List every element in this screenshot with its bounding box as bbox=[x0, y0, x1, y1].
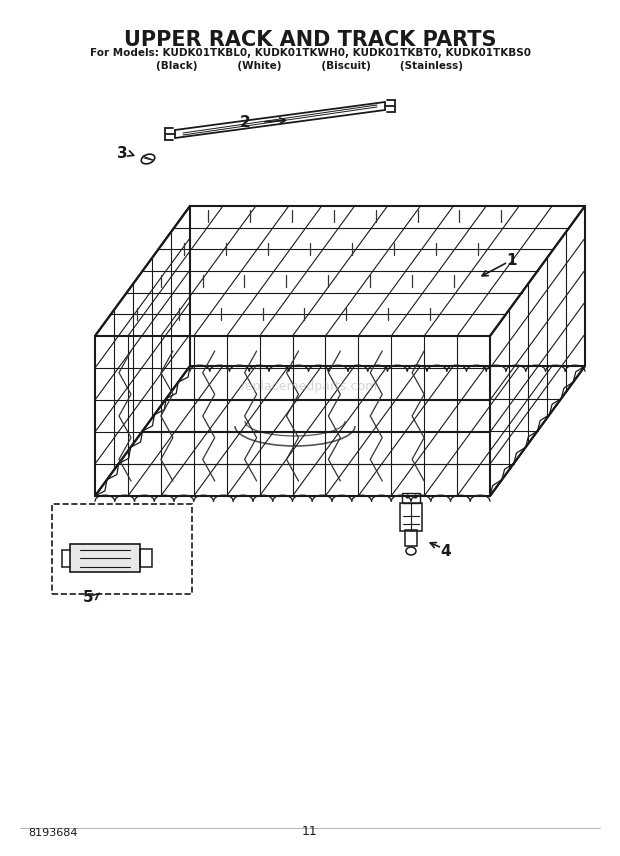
Text: 5: 5 bbox=[82, 591, 94, 605]
Text: 8193684: 8193684 bbox=[28, 828, 78, 838]
Text: (Black)           (White)           (Biscuit)        (Stainless): (Black) (White) (Biscuit) (Stainless) bbox=[156, 61, 464, 71]
Bar bbox=[402, 493, 420, 503]
Text: 1: 1 bbox=[507, 253, 517, 268]
Text: 4: 4 bbox=[441, 544, 451, 558]
Bar bbox=[52, 504, 192, 594]
Bar bbox=[400, 503, 422, 531]
Text: UPPER RACK AND TRACK PARTS: UPPER RACK AND TRACK PARTS bbox=[124, 30, 496, 50]
Text: 3: 3 bbox=[117, 146, 127, 161]
Text: 2: 2 bbox=[239, 115, 250, 129]
Text: replacemedparts.com: replacemedparts.com bbox=[241, 379, 379, 393]
Text: 11: 11 bbox=[302, 825, 318, 838]
Text: For Models: KUDK01TKBL0, KUDK01TKWH0, KUDK01TKBT0, KUDK01TKBS0: For Models: KUDK01TKBL0, KUDK01TKWH0, KU… bbox=[89, 48, 531, 58]
Bar bbox=[405, 530, 417, 546]
Bar bbox=[70, 544, 140, 572]
Bar bbox=[140, 549, 152, 567]
